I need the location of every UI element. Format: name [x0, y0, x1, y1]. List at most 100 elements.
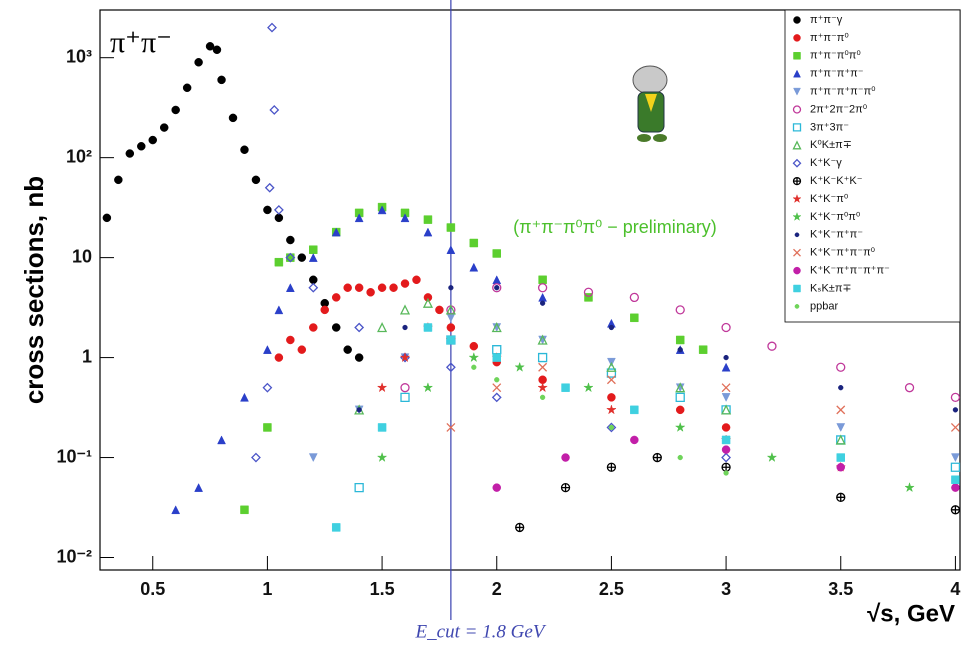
series	[354, 297, 846, 445]
data-point	[423, 227, 433, 237]
data-point	[240, 145, 249, 154]
data-point	[251, 452, 261, 463]
data-point	[537, 352, 548, 363]
data-point	[606, 462, 617, 472]
data-point	[267, 22, 277, 33]
legend-marker	[793, 52, 801, 60]
data-point	[159, 123, 169, 132]
data-point	[354, 213, 364, 223]
series	[515, 452, 961, 533]
data-point	[606, 368, 617, 378]
data-point	[286, 235, 295, 245]
legend-marker	[792, 158, 802, 168]
data-point	[538, 275, 547, 285]
data-point	[377, 205, 387, 215]
legend-marker	[793, 16, 801, 24]
data-point	[354, 283, 364, 292]
data-point	[950, 392, 961, 403]
data-point	[583, 382, 594, 393]
legend-label: π⁺π⁻π⁺π⁻π⁰	[810, 86, 876, 98]
peak-annotation: π⁺π⁻	[110, 26, 172, 59]
data-point	[698, 345, 708, 354]
data-point	[721, 362, 731, 372]
data-point	[274, 353, 284, 362]
data-point	[721, 462, 731, 472]
data-point	[422, 382, 434, 393]
data-point	[605, 404, 617, 415]
data-point	[274, 305, 284, 315]
data-point	[721, 393, 731, 402]
data-point	[675, 335, 685, 345]
data-point	[492, 275, 502, 285]
legend-marker	[792, 193, 802, 204]
series	[171, 205, 731, 515]
series	[446, 362, 960, 432]
data-point	[308, 282, 319, 293]
data-point	[537, 334, 548, 345]
data-point	[320, 298, 329, 308]
legend-label: K⁺K⁻π⁰	[810, 193, 849, 205]
series	[240, 202, 708, 515]
data-point	[400, 392, 410, 403]
data-point	[561, 453, 570, 462]
data-point	[285, 283, 295, 292]
data-point	[376, 382, 388, 393]
data-point	[538, 375, 547, 385]
legend-marker	[792, 105, 802, 114]
data-point	[629, 292, 639, 303]
data-point	[366, 288, 375, 297]
legend-box	[784, 9, 961, 323]
x-tick-label: 3	[721, 579, 731, 599]
data-point	[469, 262, 479, 272]
data-point	[308, 453, 318, 463]
legend-marker	[793, 248, 801, 257]
y-tick-label: 10²	[66, 146, 92, 166]
x-tick-label: 4	[950, 579, 960, 599]
data-point	[630, 405, 639, 415]
data-point	[445, 304, 456, 315]
data-point	[652, 452, 662, 463]
legend-label: π⁺π⁻γ	[810, 14, 843, 26]
data-point	[251, 175, 261, 185]
legend-marker	[792, 211, 802, 221]
x-tick-label: 3.5	[828, 579, 853, 599]
series	[308, 313, 960, 463]
data-point	[838, 385, 844, 391]
data-point	[446, 305, 456, 315]
data-point	[721, 435, 731, 445]
data-point	[376, 451, 388, 463]
data-point	[721, 322, 731, 333]
y-axis-label: cross sections, nb	[19, 176, 49, 404]
series	[102, 42, 364, 362]
legend-marker	[792, 176, 802, 186]
legend-label: π⁺π⁻π⁰π⁰	[810, 50, 861, 62]
data-point	[836, 492, 846, 502]
data-point	[171, 505, 181, 515]
data-point	[494, 377, 500, 383]
data-point	[904, 481, 915, 493]
y-tick-label: 10	[72, 246, 92, 266]
cut-label: E_cut = 1.8 GeV	[415, 621, 547, 642]
data-point	[309, 245, 318, 254]
data-point	[446, 422, 456, 432]
data-point	[766, 451, 778, 463]
data-point	[492, 383, 502, 393]
series	[492, 435, 960, 492]
data-point	[102, 213, 112, 223]
data-point	[273, 205, 284, 215]
data-point	[904, 383, 915, 393]
data-point	[274, 213, 284, 223]
legend-label: ppbar	[810, 300, 838, 312]
data-point	[399, 304, 411, 315]
data-point	[377, 322, 388, 333]
data-point	[389, 283, 398, 292]
data-point	[723, 470, 729, 476]
y-tick-label: 10⁻¹	[56, 446, 92, 466]
data-point	[836, 462, 845, 472]
data-point	[402, 324, 408, 331]
data-point	[377, 283, 387, 292]
data-point	[607, 393, 616, 402]
legend-marker	[793, 266, 801, 275]
data-point	[240, 392, 249, 402]
